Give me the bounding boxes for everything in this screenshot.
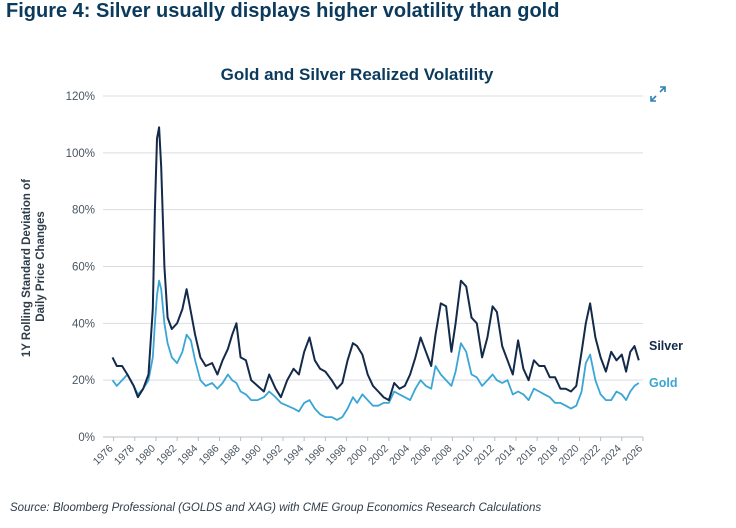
- volatility-line-chart: Gold and Silver Realized Volatility 0% 20…: [21, 65, 683, 468]
- x-tick-label: 1996: [302, 443, 327, 468]
- expand-arrows-icon[interactable]: [646, 82, 670, 106]
- x-tick-label: 2010: [451, 443, 476, 468]
- x-tick-label: 2014: [493, 443, 518, 468]
- x-tick-label: 1984: [175, 443, 200, 468]
- x-tick-label: 2024: [599, 443, 624, 468]
- y-tick-label: 80%: [72, 205, 95, 217]
- y-tick-label: 0%: [78, 432, 95, 444]
- source-note: Source: Bloomberg Professional (GOLDS an…: [10, 502, 542, 514]
- x-tick-label: 1990: [239, 443, 264, 468]
- x-tick-label: 2012: [472, 443, 497, 468]
- x-tick-label: 1992: [260, 443, 285, 468]
- series-label-silver: Silver: [649, 339, 683, 353]
- chart-title: Gold and Silver Realized Volatility: [221, 65, 494, 84]
- x-tick-label: 1980: [133, 443, 158, 468]
- y-tick-label: 120%: [66, 91, 95, 103]
- y-tick-label: 20%: [72, 375, 95, 387]
- series-line-silver: [111, 126, 640, 402]
- x-tick-label: 2008: [430, 443, 455, 468]
- y-tick-label: 60%: [72, 262, 95, 274]
- x-tick-label: 2006: [408, 443, 433, 468]
- x-tick-label: 2000: [345, 443, 370, 468]
- x-tick-label: 1988: [218, 443, 243, 468]
- series-line-gold: [111, 279, 640, 421]
- y-tick-label: 100%: [66, 148, 95, 160]
- x-tick-label: 2018: [535, 443, 560, 468]
- x-tick-label: 1998: [324, 443, 349, 468]
- x-tick-label: 2016: [514, 443, 539, 468]
- x-tick-label: 2020: [557, 443, 582, 468]
- x-tick-label: 2026: [620, 443, 645, 468]
- x-tick-label: 1976: [91, 443, 116, 468]
- x-tick-label: 1986: [197, 443, 222, 468]
- x-tick-label: 1994: [281, 443, 306, 468]
- x-tick-label: 2022: [578, 443, 603, 468]
- x-tick-label: 2002: [366, 443, 391, 468]
- y-tick-label: 40%: [72, 318, 95, 330]
- chart-container: Gold and Silver Realized Volatility 0% 20…: [0, 40, 736, 480]
- series-layer: Gold Silver: [111, 126, 683, 421]
- figure-title: Figure 4: Silver usually displays higher…: [6, 0, 560, 22]
- x-tick-label: 1978: [112, 443, 137, 468]
- x-axis-ticks: 1976197819801982198419861988199019921994…: [91, 437, 645, 468]
- y-axis-label: 1Y Rolling Standard Deviation of Daily P…: [21, 176, 47, 357]
- series-label-gold: Gold: [649, 376, 677, 390]
- x-tick-label: 2004: [387, 443, 412, 468]
- y-axis-ticks: 0% 20% 40% 60% 80% 100% 120%: [66, 91, 95, 444]
- x-tick-label: 1982: [154, 443, 179, 468]
